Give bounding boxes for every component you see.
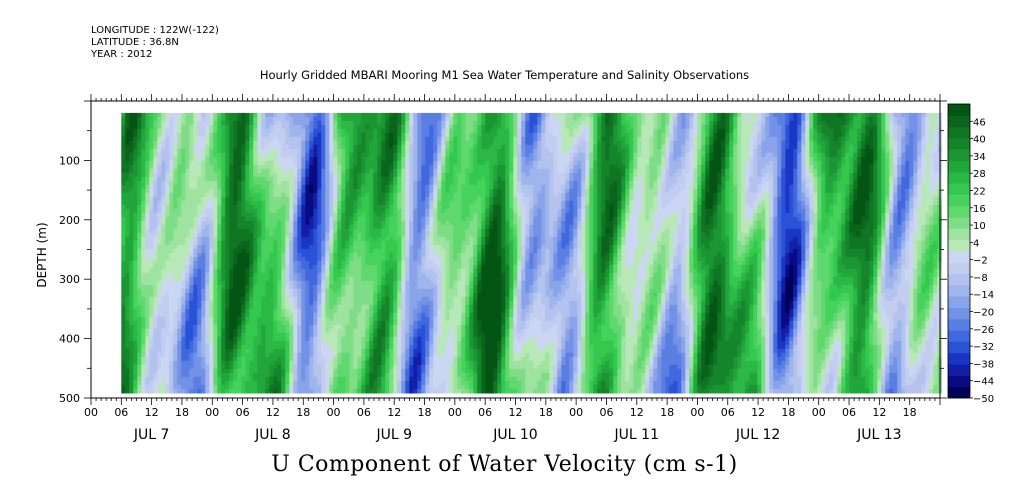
color-bar-swatch (948, 262, 970, 275)
color-bar-label: −32 (973, 342, 994, 353)
x-tick-label: 06 (114, 406, 128, 419)
color-bar-swatch (948, 149, 970, 161)
y-tick-label: 200 (59, 214, 80, 227)
color-bar-swatch (948, 160, 970, 173)
x-tick-label: 18 (175, 406, 189, 419)
color-bar-swatch (948, 194, 970, 207)
color-bar-swatch (948, 341, 970, 354)
x-tick-label: 06 (478, 406, 492, 419)
color-bar-border (947, 103, 971, 399)
x-tick-label: 06 (842, 406, 856, 419)
color-bar-label: 46 (973, 117, 986, 128)
color-bar-swatch (948, 375, 970, 388)
x-tick-label: 00 (690, 406, 704, 419)
x-tick-label: 12 (509, 406, 523, 419)
x-tick-label: 12 (145, 406, 159, 419)
color-bar-swatch (948, 171, 970, 184)
color-bar-label: 34 (973, 152, 986, 163)
color-bar-swatch (948, 284, 970, 297)
color-bar-label: −44 (973, 377, 994, 388)
x-axis: 00 06 12 18 JUL 7 00 06 12 18 JUL 8 00 06 12 18 JUL 9 0… (84, 94, 941, 443)
color-bar-swatch (948, 137, 970, 150)
x-day-label: JUL 9 (375, 427, 412, 443)
x-tick-label: 12 (387, 406, 401, 419)
color-bar-swatch (948, 115, 970, 128)
x-tick-label: 18 (781, 406, 795, 419)
color-bar-label: −50 (973, 394, 994, 405)
color-bar-swatch (948, 364, 970, 376)
y-tick-label: 100 (59, 154, 80, 167)
velocity-field (121, 112, 942, 394)
color-bar-label: −2 (973, 256, 988, 267)
color-bar-label: −26 (973, 325, 994, 336)
x-tick-label: 00 (327, 406, 341, 419)
x-tick-label: 18 (418, 406, 432, 419)
color-bar-swatch (948, 273, 970, 286)
color-bar-swatch (948, 307, 970, 320)
color-bar-label: −8 (973, 273, 988, 284)
x-tick-label: 00 (448, 406, 462, 419)
color-bar-label: −20 (973, 308, 994, 319)
year-label: YEAR : 2012 (91, 49, 153, 60)
color-bar-label: −38 (973, 359, 994, 370)
x-tick-label: 00 (569, 406, 583, 419)
x-tick-label: 18 (903, 406, 917, 419)
color-bar-swatch (948, 104, 970, 116)
color-bar-swatch (948, 126, 970, 139)
y-tick-label: 400 (59, 333, 80, 346)
x-tick-label: 18 (539, 406, 553, 419)
x-tick-label: 06 (236, 406, 250, 419)
color-bar-swatch (948, 318, 970, 331)
x-day-label: JUL 12 (735, 427, 780, 443)
color-bar-label: 4 (973, 238, 979, 249)
x-tick-label: 06 (721, 406, 735, 419)
x-tick-label: 18 (660, 406, 674, 419)
x-tick-label: 12 (751, 406, 765, 419)
y-axis-label: DEPTH (m) (35, 222, 49, 287)
x-tick-label: 00 (812, 406, 826, 419)
x-tick-label: 00 (205, 406, 219, 419)
x-tick-label: 12 (872, 406, 886, 419)
color-bar-swatch (948, 239, 970, 252)
color-bar-swatch (948, 228, 970, 241)
x-tick-label: 18 (296, 406, 310, 419)
y-tick-label: 300 (59, 273, 80, 286)
color-bar-label: 40 (973, 135, 986, 146)
x-axis-label: U Component of Water Velocity (cm s-1) (271, 452, 738, 477)
x-day-label: JUL 7 (133, 427, 170, 443)
color-bar-swatch (948, 352, 970, 365)
color-bar-swatch (948, 183, 970, 195)
x-tick-label: 06 (599, 406, 613, 419)
color-bar-label: 22 (973, 186, 986, 197)
chart-title: Hourly Gridded MBARI Mooring M1 Sea Wate… (259, 68, 750, 82)
x-day-label: JUL 11 (614, 427, 659, 443)
color-bar-label: −14 (973, 290, 994, 301)
color-bar-swatch (948, 296, 970, 308)
color-bar: 46 40 34 28 22 16 10 4 −2 −8 −14 −20 −26 −32 −38 −44 −50 (947, 103, 994, 405)
x-tick-label: 00 (84, 406, 98, 419)
color-bar-swatch (948, 251, 970, 263)
color-bar-swatch (948, 205, 970, 218)
longitude-label: LONGITUDE : 122W(-122) (91, 25, 219, 36)
color-bar-label: 16 (973, 204, 986, 215)
color-bar-swatch (948, 330, 970, 342)
x-tick-label: 12 (630, 406, 644, 419)
color-bar-swatch (948, 386, 970, 399)
x-tick-label: 12 (266, 406, 280, 419)
x-tick-label: 06 (357, 406, 371, 419)
latitude-label: LATITUDE : 36.8N (91, 37, 179, 48)
y-tick-label: 500 (59, 392, 80, 405)
color-bar-label: 10 (973, 221, 986, 232)
x-day-label: JUL 8 (254, 427, 291, 443)
color-bar-swatch (948, 217, 970, 229)
x-day-label: JUL 10 (492, 427, 537, 443)
y-axis: 100 200 300 400 500 (59, 100, 947, 405)
x-day-label: JUL 13 (856, 427, 901, 443)
color-bar-label: 28 (973, 169, 986, 180)
